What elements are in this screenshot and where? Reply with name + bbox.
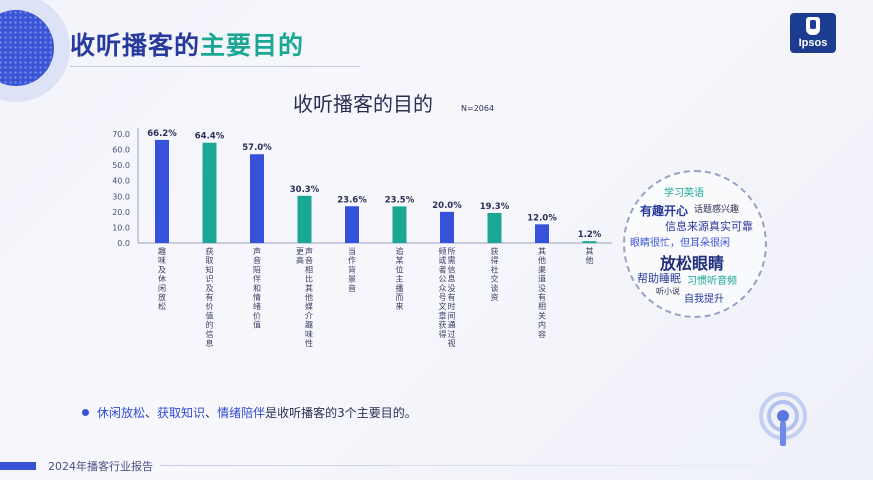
x-category-label: 当作背景音 bbox=[348, 246, 356, 293]
bar-value-label: 30.3% bbox=[290, 185, 320, 195]
x-category-label: 声音陪伴和情绪价值 bbox=[253, 246, 261, 330]
conclusion-rest: 是收听播客的3个主要目的。 bbox=[265, 406, 417, 420]
bar-value-label: 19.3% bbox=[480, 202, 510, 212]
conclusion-sep-2: 、 bbox=[205, 406, 218, 420]
y-tick-label: 70.0 bbox=[112, 130, 130, 139]
footer-divider bbox=[160, 465, 873, 466]
footer-report-name: 2024年播客行业报告 bbox=[48, 460, 153, 473]
bullet-dot bbox=[82, 409, 89, 416]
x-category-label: 更高 bbox=[296, 247, 304, 265]
bar bbox=[250, 154, 264, 243]
bar-value-label: 1.2% bbox=[578, 230, 602, 240]
y-tick-label: 30.0 bbox=[112, 192, 130, 201]
x-category-label: 获得社交谈资 bbox=[491, 246, 499, 302]
x-category-label: 其他渠道没有相关内容 bbox=[538, 247, 546, 339]
x-category-label: 获取知识及有价值的信息 bbox=[206, 246, 214, 348]
bar bbox=[487, 212, 502, 243]
bar bbox=[392, 206, 407, 243]
y-tick-label: 40.0 bbox=[112, 177, 130, 186]
title-divider bbox=[70, 66, 360, 67]
word-cloud-term: 习惯听音频 bbox=[687, 276, 737, 287]
x-category-label: 声音相比其他媒介趣味性 bbox=[305, 246, 313, 348]
word-cloud-term: 帮助睡眠 bbox=[637, 272, 681, 285]
x-category-label: 频或者公众号文章获得 bbox=[439, 246, 447, 339]
bar-value-label: 23.5% bbox=[385, 195, 415, 205]
bar-value-label: 20.0% bbox=[432, 201, 462, 211]
page-title: 收听播客的主要目的 bbox=[70, 26, 304, 62]
bar-value-label: 12.0% bbox=[527, 213, 557, 223]
bar bbox=[440, 211, 454, 243]
conclusion-text: 休闲放松、获取知识、情绪陪伴 是收听播客的3个主要目的。 bbox=[82, 404, 417, 421]
bar bbox=[582, 241, 597, 243]
bar bbox=[202, 142, 217, 243]
ipsos-logo-text: Ipsos bbox=[798, 37, 828, 49]
ipsos-logo-icon bbox=[806, 17, 820, 35]
x-category-label: 追某位主播而来 bbox=[396, 246, 404, 311]
conclusion-highlight-3: 情绪陪伴 bbox=[217, 406, 266, 420]
word-cloud-term: 话题感兴趣 bbox=[694, 205, 740, 215]
ipsos-logo: Ipsos bbox=[790, 13, 836, 53]
bar bbox=[345, 206, 359, 243]
x-category-label: 趣味及休闲放松 bbox=[158, 246, 166, 311]
page-title-part1: 收听播客的 bbox=[70, 31, 201, 60]
chart-sample-size: N=2064 bbox=[461, 104, 494, 113]
conclusion-sep-1: 、 bbox=[145, 406, 158, 420]
y-tick-label: 10.0 bbox=[112, 223, 130, 232]
page-title-part2: 主要目的 bbox=[200, 31, 305, 60]
y-tick-label: 0.0 bbox=[117, 239, 130, 248]
word-cloud-term: 学习英语 bbox=[664, 188, 704, 199]
word-cloud-term: 眼睛很忙，但耳朵很闲 bbox=[630, 238, 730, 249]
y-tick-label: 20.0 bbox=[112, 208, 130, 217]
y-tick-label: 60.0 bbox=[112, 146, 130, 155]
word-cloud-term: 信息来源真实可靠 bbox=[665, 220, 753, 233]
x-category-label: 其他 bbox=[586, 247, 594, 265]
x-category-label: 所需信息没有时间通过视 bbox=[448, 246, 456, 348]
podcast-signal-icon bbox=[759, 392, 807, 446]
conclusion-highlight-1: 休闲放松 bbox=[97, 406, 146, 420]
bar bbox=[297, 195, 312, 243]
word-cloud-term: 听小说 bbox=[656, 287, 680, 296]
bar-value-label: 23.6% bbox=[337, 195, 367, 205]
bar-value-label: 64.4% bbox=[195, 132, 225, 142]
word-cloud bbox=[623, 170, 767, 318]
footer-accent-bar bbox=[0, 462, 36, 470]
word-cloud-term: 放松眼睛 bbox=[660, 254, 725, 273]
conclusion-highlight-2: 获取知识 bbox=[157, 406, 206, 420]
bar-value-label: 57.0% bbox=[242, 143, 272, 153]
bar-value-label: 66.2% bbox=[147, 129, 177, 139]
word-cloud-term: 自我提升 bbox=[684, 294, 724, 305]
bar bbox=[155, 139, 169, 243]
bar bbox=[535, 224, 549, 243]
chart-title: 收听播客的目的 bbox=[293, 92, 433, 116]
word-cloud-term: 有趣开心 bbox=[640, 204, 689, 218]
y-tick-label: 50.0 bbox=[112, 161, 130, 170]
